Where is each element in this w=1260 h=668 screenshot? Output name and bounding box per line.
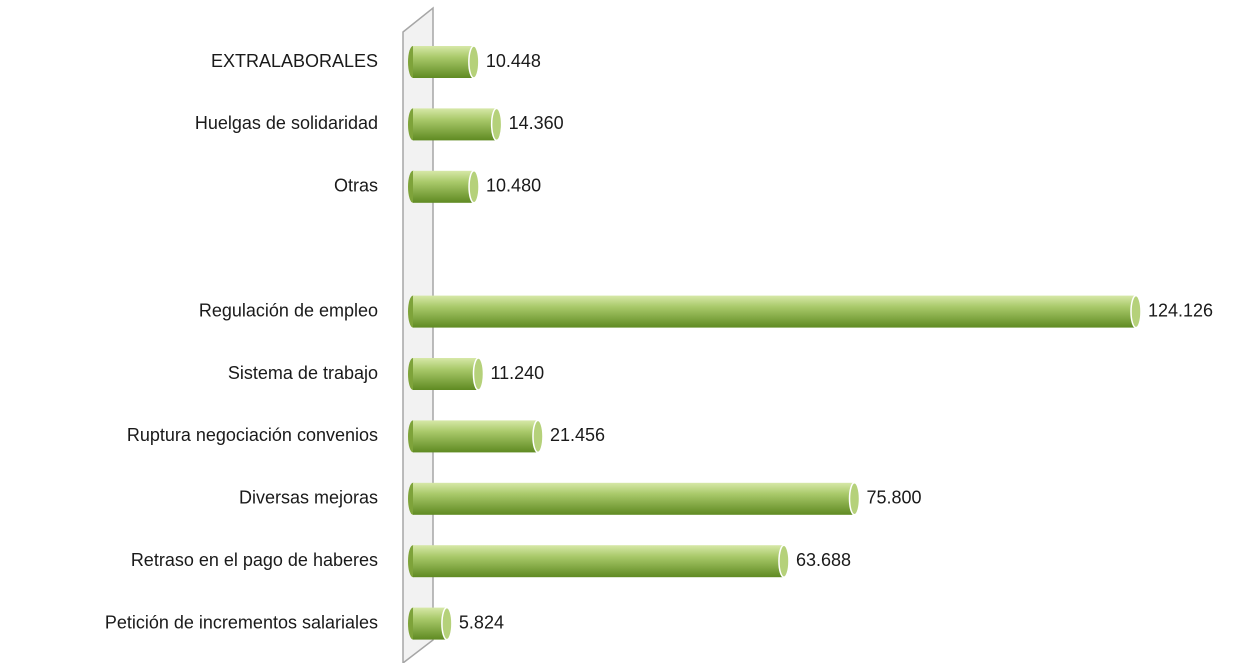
value-label: 11.240 [490, 363, 544, 383]
category-label: Regulación de empleo [199, 300, 378, 320]
bar-cap [468, 45, 480, 79]
value-label: 10.480 [486, 176, 541, 196]
category-label: Petición de incrementos salariales [105, 612, 378, 632]
bar [408, 170, 480, 204]
bar [408, 45, 480, 79]
bar-cap [441, 606, 453, 641]
bar-body [413, 295, 1136, 328]
bar-cap [1130, 294, 1142, 329]
bar-body [413, 358, 479, 390]
bar [408, 606, 453, 641]
category-label: Ruptura negociación convenios [127, 425, 378, 445]
category-label: Huelgas de solidaridad [195, 113, 378, 133]
value-label: 10.448 [486, 51, 541, 71]
bar-body [413, 170, 475, 203]
category-label: Sistema de trabajo [228, 363, 378, 383]
category-label: EXTRALABORALES [211, 51, 378, 71]
bar-cap [532, 419, 544, 454]
value-label: 124.126 [1148, 300, 1213, 320]
bar-body [413, 482, 855, 515]
bar [408, 482, 861, 516]
bar-cap [472, 357, 485, 391]
bar [408, 107, 503, 142]
bar-cap [778, 544, 790, 578]
bar-body [413, 108, 497, 141]
value-label: 21.456 [550, 425, 605, 445]
category-label: Retraso en el pago de haberes [131, 550, 378, 570]
value-label: 75.800 [867, 488, 922, 508]
value-label: 63.688 [796, 550, 851, 570]
bar-cap [848, 482, 861, 516]
value-label: 14.360 [509, 113, 564, 133]
bar [408, 544, 790, 578]
bar [408, 419, 544, 454]
bar [408, 294, 1142, 329]
bar-body [413, 545, 784, 578]
bar-cap [490, 107, 503, 142]
category-label: Diversas mejoras [239, 488, 378, 508]
bar-body [413, 420, 538, 453]
bar-body [413, 46, 474, 78]
bar [408, 357, 485, 391]
value-label: 5.824 [459, 612, 504, 632]
category-label: Otras [334, 176, 378, 196]
bar-cap [468, 170, 480, 204]
